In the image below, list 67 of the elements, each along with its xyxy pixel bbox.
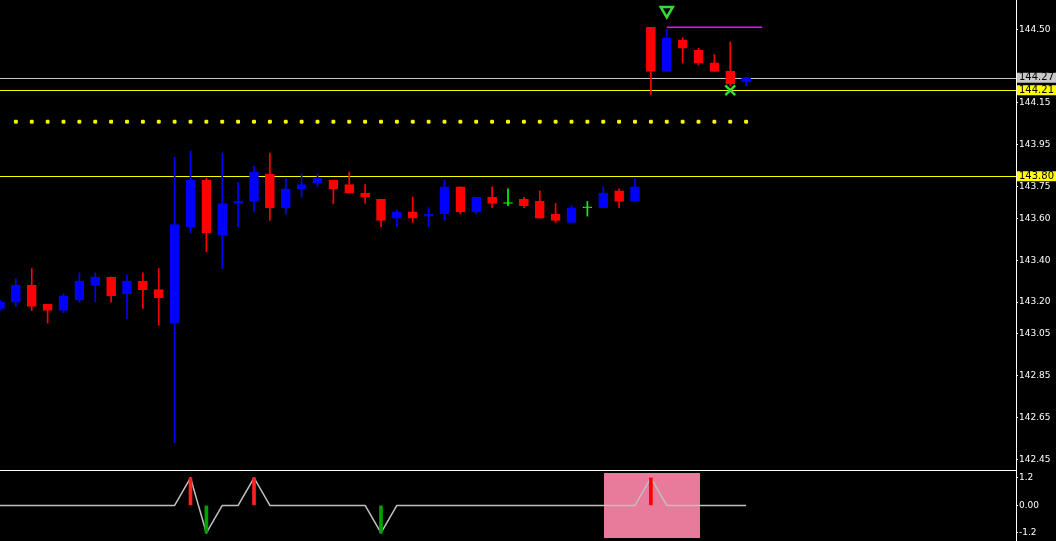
point	[474, 119, 479, 124]
point	[109, 119, 114, 124]
y-tick-label: 144.50	[1019, 23, 1051, 34]
ref-line-label: 143.80	[1019, 169, 1054, 181]
y-tick-label: 143.20	[1019, 296, 1051, 307]
point	[648, 119, 653, 124]
point	[553, 119, 558, 124]
point	[267, 119, 272, 124]
point	[664, 119, 669, 124]
point	[220, 119, 225, 124]
point	[299, 119, 304, 124]
y-tick-label: 142.45	[1019, 453, 1051, 464]
point	[659, 5, 675, 19]
point	[204, 119, 209, 124]
point	[252, 119, 256, 124]
point	[77, 119, 82, 124]
point	[458, 119, 463, 124]
point	[363, 119, 368, 124]
point	[125, 119, 129, 124]
point	[617, 119, 622, 124]
ref-line-label: 144.21	[1019, 83, 1054, 95]
y-tick-label: 143.75	[1019, 181, 1051, 192]
y-tick-label: 143.40	[1019, 254, 1051, 265]
point	[521, 119, 526, 124]
y-tick-label: -1.2	[1019, 527, 1037, 538]
y-tick-label: 143.60	[1019, 212, 1051, 223]
point	[188, 119, 193, 124]
point	[13, 119, 18, 124]
point	[236, 119, 241, 124]
point	[29, 119, 34, 124]
candlestick	[233, 182, 243, 227]
y-tick-label: 0.00	[1019, 499, 1040, 510]
y-tick-label: 144.15	[1019, 97, 1051, 108]
point	[172, 119, 177, 124]
point	[506, 119, 510, 124]
y-tick-label: 143.95	[1019, 139, 1051, 150]
y-tick-label: 1.2	[1019, 472, 1034, 483]
point	[315, 119, 320, 124]
point	[93, 119, 98, 124]
point	[45, 119, 50, 124]
point	[601, 119, 606, 124]
point	[585, 119, 590, 124]
y-tick-label: 143.05	[1019, 327, 1051, 338]
point	[744, 119, 749, 124]
point	[283, 119, 288, 124]
point	[156, 119, 161, 124]
point	[347, 119, 352, 124]
point	[724, 84, 737, 97]
point	[712, 119, 717, 124]
point	[569, 119, 574, 124]
point	[696, 119, 701, 124]
ref-line-label: 144.27	[1019, 71, 1054, 83]
point	[379, 119, 383, 124]
point	[331, 119, 336, 124]
point	[728, 119, 733, 124]
point	[410, 119, 415, 124]
y-tick-label: 142.85	[1019, 369, 1051, 380]
point	[490, 119, 495, 124]
point	[537, 119, 542, 124]
point	[140, 119, 145, 124]
point	[442, 119, 447, 124]
point	[633, 119, 637, 124]
point	[426, 119, 431, 124]
point	[680, 119, 685, 124]
point	[61, 119, 66, 124]
point	[394, 119, 399, 124]
y-tick-label: 142.65	[1019, 411, 1051, 422]
